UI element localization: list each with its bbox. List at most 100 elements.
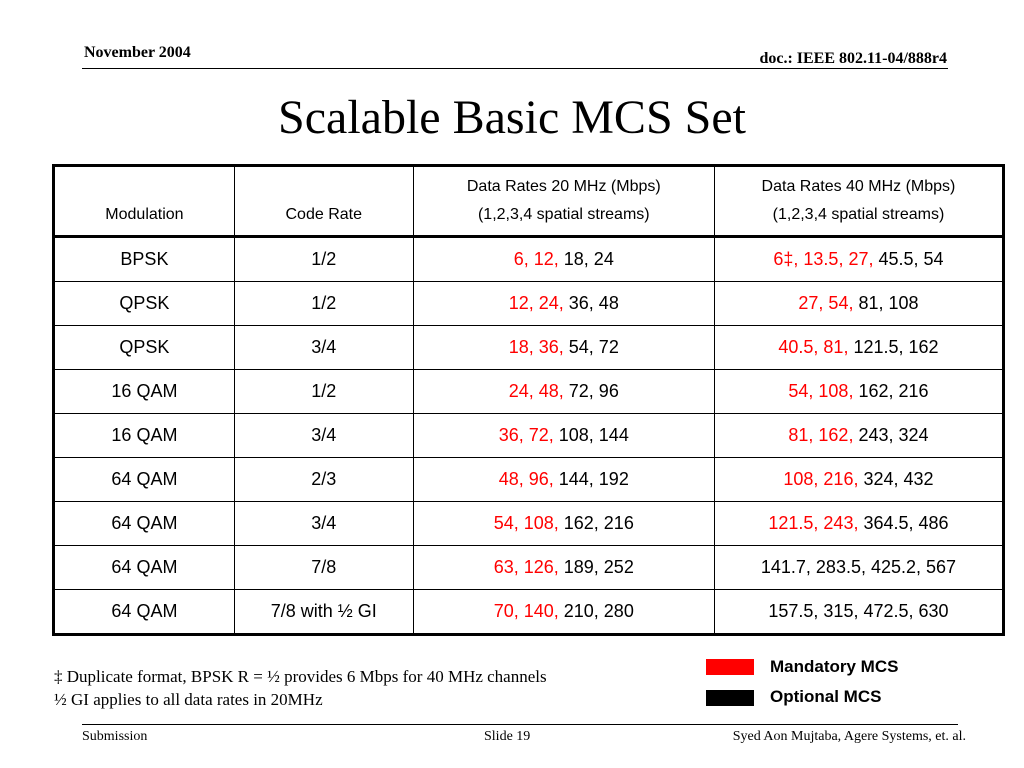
- table-body: BPSK 1/2 6, 12, 18, 24 6‡, 13.5, 27, 45.5, …: [53, 236, 1005, 635]
- rates-20mhz-optional: 72, 96: [563, 381, 619, 401]
- cell-code-rate: 7/8 with ½ GI: [233, 589, 414, 635]
- rates-40mhz-mandatory: 27, 54,: [798, 293, 854, 313]
- header-doc-id: doc.: IEEE 802.11-04/888r4: [759, 50, 947, 67]
- header-rates-20mhz: Data Rates 20 MHz (Mbps) (1,2,3,4 spatia…: [412, 165, 715, 237]
- header-code-rate: Code Rate: [233, 165, 414, 237]
- header-modulation: Modulation: [53, 165, 235, 237]
- modulation-value: 64 QAM: [111, 469, 178, 489]
- cell-rates-40mhz: 108, 216, 324, 432: [713, 457, 1005, 502]
- header-rates-20mhz-line2: (1,2,3,4 spatial streams): [477, 206, 650, 223]
- cell-code-rate: 3/4: [233, 501, 414, 546]
- cell-code-rate: 7/8: [233, 545, 414, 590]
- rates-20mhz-mandatory: 24, 48,: [508, 381, 564, 401]
- code-rate-value: 1/2: [311, 249, 337, 269]
- cell-rates-20mhz: 63, 126, 189, 252: [412, 545, 715, 590]
- cell-modulation: 64 QAM: [53, 457, 235, 502]
- code-rate-value: 1/2: [311, 293, 337, 313]
- header-divider: [82, 68, 948, 69]
- rates-40mhz-optional: 243, 324: [853, 425, 929, 445]
- cell-rates-20mhz: 18, 36, 54, 72: [412, 325, 715, 370]
- cell-rates-20mhz: 36, 72, 108, 144: [412, 413, 715, 458]
- table-row: 64 QAM 2/3 48, 96, 144, 192 108, 216, 324, …: [53, 457, 1005, 502]
- table-row: QPSK 1/2 12, 24, 36, 48 27, 54, 81, 108: [53, 281, 1005, 326]
- table-row: BPSK 1/2 6, 12, 18, 24 6‡, 13.5, 27, 45.5, …: [53, 236, 1005, 282]
- rates-20mhz-mandatory: 63, 126,: [493, 557, 559, 577]
- rates-20mhz-optional: 108, 144: [553, 425, 629, 445]
- cell-rates-20mhz: 54, 108, 162, 216: [412, 501, 715, 546]
- table-row: 64 QAM 7/8 with ½ GI 70, 140, 210, 280 157.…: [53, 589, 1005, 635]
- modulation-value: BPSK: [120, 249, 169, 269]
- rates-40mhz-mandatory: 54, 108,: [788, 381, 854, 401]
- rates-20mhz-mandatory: 36, 72,: [498, 425, 554, 445]
- table-row: 64 QAM 3/4 54, 108, 162, 216 121.5, 243, 36…: [53, 501, 1005, 546]
- modulation-value: QPSK: [119, 293, 170, 313]
- code-rate-value: 7/8 with ½ GI: [270, 601, 377, 621]
- cell-rates-20mhz: 70, 140, 210, 280: [412, 589, 715, 635]
- cell-code-rate: 1/2: [233, 236, 414, 282]
- cell-rates-40mhz: 40.5, 81, 121.5, 162: [713, 325, 1005, 370]
- rates-40mhz-mandatory: 6‡, 13.5, 27,: [773, 249, 874, 269]
- cell-code-rate: 3/4: [233, 413, 414, 458]
- cell-rates-20mhz: 6, 12, 18, 24: [412, 236, 715, 282]
- cell-code-rate: 2/3: [233, 457, 414, 502]
- header-rates-40mhz-line1: Data Rates 40 MHz (Mbps): [761, 178, 956, 195]
- legend-mandatory-swatch: [706, 659, 754, 675]
- modulation-value: 16 QAM: [111, 381, 178, 401]
- cell-rates-40mhz: 157.5, 315, 472.5, 630: [713, 589, 1005, 635]
- header-rates-40mhz: Data Rates 40 MHz (Mbps) (1,2,3,4 spatia…: [713, 165, 1005, 237]
- mcs-table: Modulation Code Rate Data Rates 20 MHz (…: [52, 164, 1005, 636]
- modulation-value: 64 QAM: [111, 557, 178, 577]
- table-header-row: Modulation Code Rate Data Rates 20 MHz (…: [53, 165, 1005, 237]
- rates-20mhz-mandatory: 54, 108,: [493, 513, 559, 533]
- footer-divider: [82, 724, 958, 725]
- cell-rates-20mhz: 24, 48, 72, 96: [412, 369, 715, 414]
- cell-code-rate: 1/2: [233, 369, 414, 414]
- rates-40mhz-mandatory: 108, 216,: [783, 469, 859, 489]
- code-rate-value: 3/4: [311, 337, 337, 357]
- rates-20mhz-mandatory: 48, 96,: [498, 469, 554, 489]
- table-row: 16 QAM 1/2 24, 48, 72, 96 54, 108, 162, 216: [53, 369, 1005, 414]
- rates-40mhz-optional: 324, 432: [858, 469, 934, 489]
- cell-rates-40mhz: 27, 54, 81, 108: [713, 281, 1005, 326]
- code-rate-value: 1/2: [311, 381, 337, 401]
- cell-modulation: BPSK: [53, 236, 235, 282]
- modulation-value: 64 QAM: [111, 601, 178, 621]
- cell-modulation: 64 QAM: [53, 501, 235, 546]
- cell-rates-40mhz: 6‡, 13.5, 27, 45.5, 54: [713, 236, 1005, 282]
- rates-20mhz-optional: 54, 72: [563, 337, 619, 357]
- header-rates-40mhz-line2: (1,2,3,4 spatial streams): [772, 206, 945, 223]
- rates-20mhz-optional: 18, 24: [558, 249, 614, 269]
- rates-20mhz-mandatory: 70, 140,: [493, 601, 559, 621]
- rates-20mhz-mandatory: 18, 36,: [508, 337, 564, 357]
- rates-40mhz-mandatory: 40.5, 81,: [778, 337, 849, 357]
- legend-mandatory-label: Mandatory MCS: [770, 657, 899, 676]
- table-row: 16 QAM 3/4 36, 72, 108, 144 81, 162, 243, 3…: [53, 413, 1005, 458]
- table-row: QPSK 3/4 18, 36, 54, 72 40.5, 81, 121.5, 16…: [53, 325, 1005, 370]
- modulation-value: QPSK: [119, 337, 170, 357]
- cell-rates-40mhz: 54, 108, 162, 216: [713, 369, 1005, 414]
- slide-title: Scalable Basic MCS Set: [278, 91, 746, 144]
- footer-submission: Submission: [82, 729, 148, 744]
- cell-rates-20mhz: 12, 24, 36, 48: [412, 281, 715, 326]
- legend-optional-label: Optional MCS: [770, 687, 882, 706]
- code-rate-value: 3/4: [311, 425, 337, 445]
- cell-rates-40mhz: 121.5, 243, 364.5, 486: [713, 501, 1005, 546]
- code-rate-value: 3/4: [311, 513, 337, 533]
- footer-slide-number: Slide 19: [484, 729, 531, 744]
- rates-20mhz-optional: 36, 48: [563, 293, 619, 313]
- rates-20mhz-optional: 189, 252: [558, 557, 634, 577]
- rates-20mhz-mandatory: 6, 12,: [513, 249, 559, 269]
- cell-rates-40mhz: 81, 162, 243, 324: [713, 413, 1005, 458]
- cell-modulation: 16 QAM: [53, 369, 235, 414]
- cell-modulation: 16 QAM: [53, 413, 235, 458]
- code-rate-value: 2/3: [311, 469, 337, 489]
- header-date: November 2004: [84, 44, 191, 61]
- code-rate-value: 7/8: [311, 557, 337, 577]
- rates-40mhz-optional: 157.5, 315, 472.5, 630: [768, 601, 949, 621]
- modulation-value: 16 QAM: [111, 425, 178, 445]
- rates-40mhz-optional: 81, 108: [853, 293, 919, 313]
- cell-modulation: QPSK: [53, 325, 235, 370]
- cell-rates-20mhz: 48, 96, 144, 192: [412, 457, 715, 502]
- header-modulation-line2: Modulation: [105, 206, 184, 223]
- cell-rates-40mhz: 141.7, 283.5, 425.2, 567: [713, 545, 1005, 590]
